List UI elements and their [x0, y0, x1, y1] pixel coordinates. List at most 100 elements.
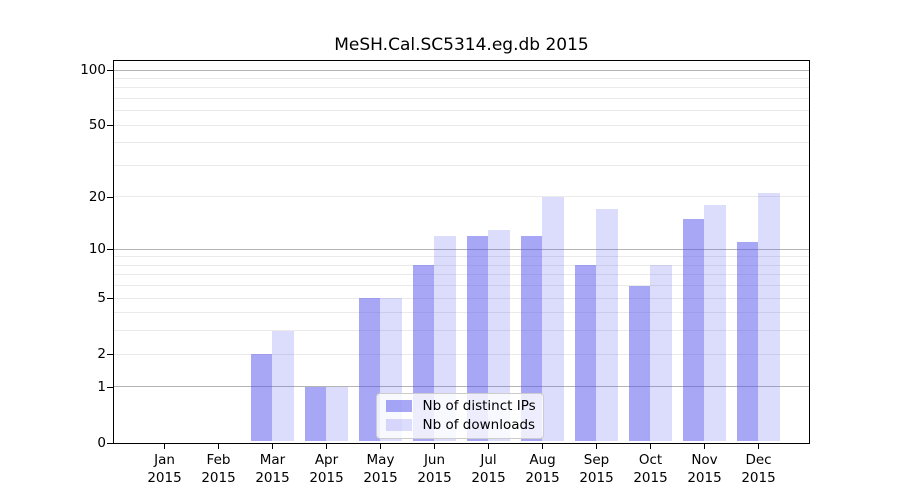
x-tick-mark — [163, 444, 166, 449]
x-tick-year: 2015 — [201, 469, 236, 486]
y-tick-label: 10 — [88, 241, 106, 258]
x-tick-mark — [271, 444, 274, 449]
gridline-minor — [114, 87, 809, 89]
x-tick-label: May 2015 — [349, 452, 413, 487]
y-tick-mark — [107, 249, 113, 251]
bar-nb-of-distinct-ips — [682, 218, 704, 442]
x-tick-month: Jul — [480, 452, 497, 468]
x-tick-month: May — [366, 452, 395, 468]
x-tick-month: Mar — [259, 452, 286, 468]
bar-nb-of-downloads — [326, 386, 348, 442]
x-tick-mark — [379, 444, 382, 449]
bar-nb-of-distinct-ips — [466, 235, 488, 442]
legend-swatch-distinct-ips — [385, 400, 412, 412]
x-tick-label: Mar 2015 — [241, 452, 305, 487]
x-tick-mark — [217, 444, 220, 449]
x-tick-label: Dec 2015 — [727, 452, 791, 487]
x-tick-mark — [487, 444, 490, 449]
x-tick-month: Jan — [154, 452, 175, 468]
y-tick-label: 2 — [97, 346, 106, 363]
chart-title: MeSH.Cal.SC5314.eg.db 2015 — [334, 35, 589, 55]
x-tick-year: 2015 — [363, 469, 398, 486]
x-tick-year: 2015 — [579, 469, 614, 486]
x-tick-mark — [703, 444, 706, 449]
y-tick-mark — [107, 354, 113, 356]
x-tick-mark — [757, 444, 760, 449]
x-tick-year: 2015 — [525, 469, 560, 486]
x-tick-month: Aug — [529, 452, 556, 468]
bar-nb-of-downloads — [650, 265, 672, 442]
gridline-minor — [114, 297, 809, 299]
legend-swatch-downloads — [385, 419, 412, 431]
bar-nb-of-downloads — [704, 205, 726, 442]
y-tick-label: 20 — [88, 188, 106, 205]
bar-nb-of-distinct-ips — [736, 242, 758, 442]
bar-nb-of-distinct-ips — [628, 285, 650, 442]
gridline-major — [114, 248, 809, 250]
x-tick-year: 2015 — [687, 469, 722, 486]
gridline-minor — [114, 264, 809, 266]
bar-nb-of-downloads — [272, 330, 294, 442]
y-tick-mark — [107, 386, 113, 389]
gridline-minor — [114, 97, 809, 99]
x-tick-month: Jun — [423, 452, 446, 468]
bar-nb-of-downloads — [758, 193, 780, 442]
x-tick-month: Nov — [691, 452, 718, 468]
legend-item: Nb of downloads — [385, 417, 535, 434]
y-tick-mark — [107, 69, 113, 72]
gridline-minor — [114, 196, 809, 198]
y-tick-label: 5 — [97, 290, 106, 307]
bar-nb-of-distinct-ips — [520, 235, 542, 442]
bar-nb-of-downloads — [434, 235, 456, 442]
bar-nb-of-downloads — [542, 196, 564, 442]
gridline-minor — [114, 312, 809, 314]
gridline-minor — [114, 124, 809, 126]
x-tick-year: 2015 — [417, 469, 452, 486]
x-tick-month: Sep — [583, 452, 610, 468]
x-tick-label: Nov 2015 — [673, 452, 737, 487]
y-tick-mark — [107, 125, 113, 127]
bar-nb-of-distinct-ips — [304, 386, 326, 442]
x-tick-label: Feb 2015 — [187, 452, 251, 487]
x-tick-month: Apr — [314, 452, 339, 468]
x-tick-month: Feb — [206, 452, 231, 468]
gridline-minor — [114, 77, 809, 79]
y-tick-label: 1 — [97, 378, 106, 395]
y-tick-label: 50 — [88, 117, 106, 134]
x-tick-month: Dec — [745, 452, 772, 468]
x-tick-label: Oct 2015 — [619, 452, 683, 487]
gridline-minor — [114, 330, 809, 332]
x-tick-year: 2015 — [255, 469, 290, 486]
bar-nb-of-distinct-ips — [250, 354, 272, 442]
x-tick-label: Apr 2015 — [295, 452, 359, 487]
gridline-minor — [114, 353, 809, 355]
gridline-minor — [114, 110, 809, 112]
legend-item: Nb of distinct IPs — [385, 398, 536, 415]
x-tick-year: 2015 — [147, 469, 182, 486]
x-tick-year: 2015 — [471, 469, 506, 486]
x-tick-mark — [325, 444, 328, 449]
x-tick-month: Oct — [638, 452, 663, 468]
y-tick-mark — [107, 442, 113, 445]
legend: Nb of distinct IPs Nb of downloads — [375, 392, 544, 439]
x-tick-year: 2015 — [309, 469, 344, 486]
x-tick-mark — [541, 444, 544, 449]
y-tick-label: 100 — [80, 62, 106, 78]
x-tick-mark — [433, 444, 436, 449]
x-tick-label: Sep 2015 — [565, 452, 629, 487]
gridline-minor — [114, 274, 809, 276]
x-tick-mark — [649, 444, 652, 449]
gridline-minor — [114, 164, 809, 166]
x-tick-year: 2015 — [741, 469, 776, 486]
x-tick-label: Jun 2015 — [403, 452, 467, 487]
y-tick-label: 0 — [97, 435, 106, 451]
x-tick-mark — [595, 444, 598, 449]
plot-area: Nb of distinct IPs Nb of downloads — [113, 60, 810, 444]
x-tick-label: Jul 2015 — [457, 452, 521, 487]
legend-label: Nb of distinct IPs — [422, 398, 536, 414]
bar-nb-of-downloads — [596, 209, 618, 442]
gridline-major — [114, 69, 809, 71]
bar-nb-of-distinct-ips — [358, 298, 380, 442]
gridline-major — [114, 386, 809, 388]
